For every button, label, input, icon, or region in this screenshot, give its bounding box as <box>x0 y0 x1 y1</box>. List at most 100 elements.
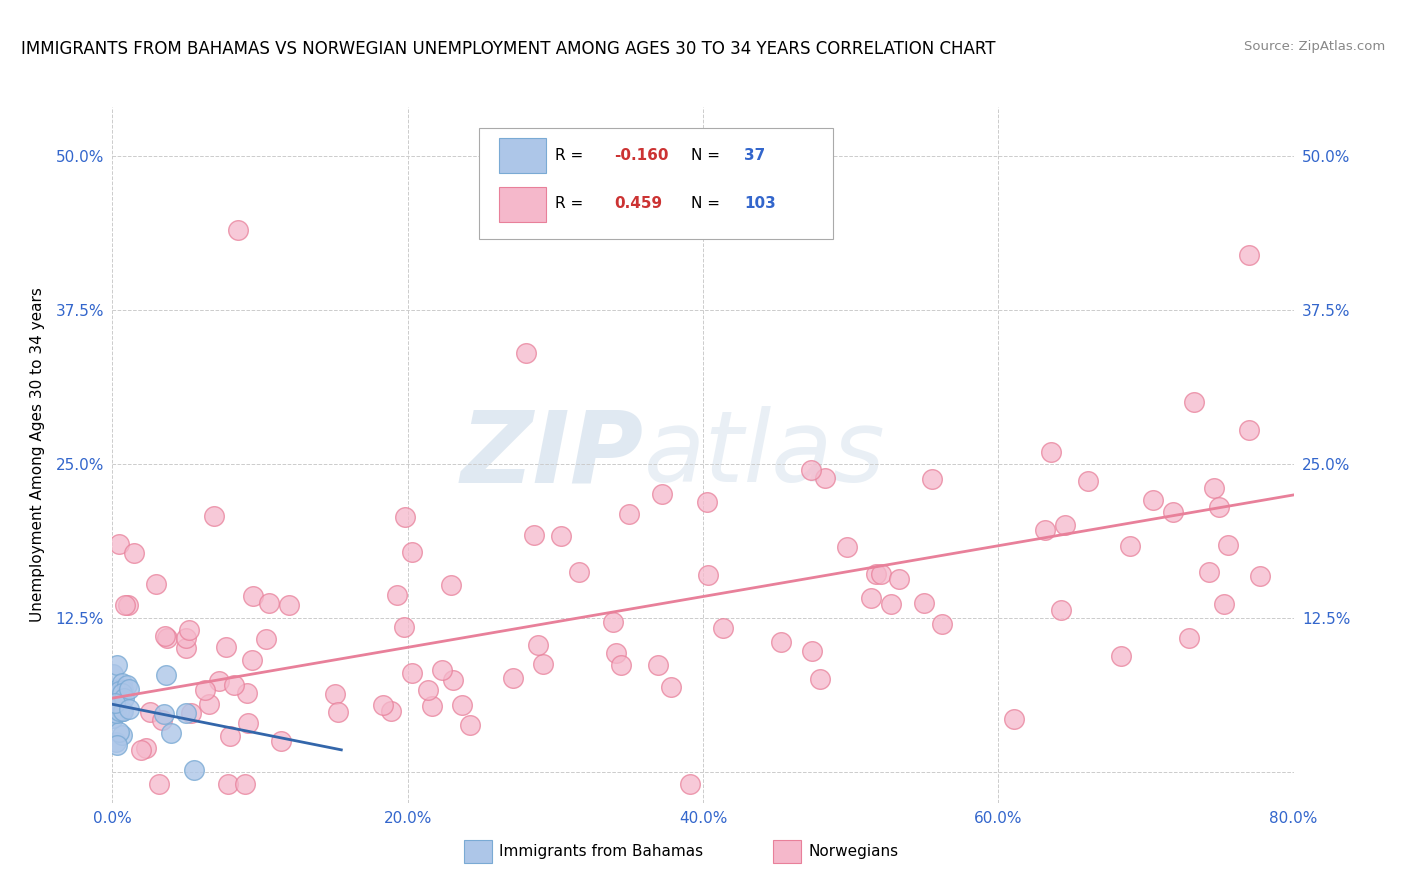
Point <box>104 702 127 716</box>
Point <box>859 591 882 606</box>
Point <box>174 640 197 655</box>
FancyBboxPatch shape <box>499 187 546 222</box>
Point <box>194 683 217 698</box>
Point <box>104 706 127 720</box>
Point <box>277 599 299 613</box>
Point <box>371 698 394 712</box>
Point <box>647 658 669 673</box>
Point <box>145 577 167 591</box>
Point <box>197 697 219 711</box>
Point <box>568 565 591 579</box>
Point <box>387 588 409 602</box>
Point <box>1213 598 1236 612</box>
Point <box>105 706 128 721</box>
Point <box>236 715 259 730</box>
Text: atlas: atlas <box>644 407 886 503</box>
Point <box>835 540 858 554</box>
Point <box>865 567 887 582</box>
Point <box>152 707 174 722</box>
Text: -0.160: -0.160 <box>614 147 669 162</box>
Point <box>679 777 702 791</box>
Point <box>118 702 141 716</box>
Point <box>1002 712 1025 726</box>
Point <box>1118 539 1140 553</box>
Point <box>177 623 200 637</box>
Point <box>1077 474 1099 488</box>
Point <box>101 686 124 700</box>
Point <box>112 690 135 705</box>
Point <box>523 528 546 542</box>
Point <box>761 198 783 212</box>
Point <box>800 644 823 658</box>
Point <box>1178 631 1201 645</box>
Text: Source: ZipAtlas.com: Source: ZipAtlas.com <box>1244 40 1385 54</box>
Point <box>112 704 135 718</box>
Point <box>533 657 555 671</box>
Point <box>111 676 134 690</box>
Point <box>270 733 292 747</box>
Point <box>112 682 135 697</box>
Point <box>394 510 416 524</box>
Point <box>101 666 124 681</box>
Point <box>914 596 936 610</box>
Point <box>217 777 239 791</box>
Point <box>440 578 463 592</box>
Point <box>105 657 128 672</box>
Point <box>105 699 128 714</box>
Point <box>401 545 423 559</box>
Point <box>889 572 911 586</box>
Text: 103: 103 <box>744 196 776 211</box>
Point <box>114 598 136 612</box>
Point <box>814 470 837 484</box>
Point <box>401 666 423 681</box>
Point <box>880 597 903 611</box>
Point <box>931 616 953 631</box>
Point <box>458 718 481 732</box>
Point <box>651 487 673 501</box>
Point <box>233 777 256 791</box>
Point <box>602 615 624 629</box>
Point <box>208 673 231 688</box>
Point <box>108 683 131 698</box>
Point <box>1237 248 1260 262</box>
Point <box>111 704 134 718</box>
Point <box>104 682 127 697</box>
Point <box>117 598 139 612</box>
Point <box>1054 517 1077 532</box>
Point <box>441 673 464 688</box>
Point <box>502 671 524 685</box>
Point <box>202 508 225 523</box>
Point <box>135 741 157 756</box>
Point <box>156 632 179 646</box>
Text: N =: N = <box>692 196 725 211</box>
Point <box>392 620 415 634</box>
Point <box>323 687 346 701</box>
Point <box>769 635 792 649</box>
Text: ZIP: ZIP <box>461 407 644 503</box>
Point <box>1237 423 1260 437</box>
Point <box>1216 538 1239 552</box>
Point <box>122 545 145 559</box>
Point <box>1040 445 1063 459</box>
Point <box>240 653 263 667</box>
Point <box>115 678 138 692</box>
Point <box>1198 565 1220 579</box>
Point <box>1161 505 1184 519</box>
Text: IMMIGRANTS FROM BAHAMAS VS NORWEGIAN UNEMPLOYMENT AMONG AGES 30 TO 34 YEARS CORR: IMMIGRANTS FROM BAHAMAS VS NORWEGIAN UNE… <box>21 40 995 58</box>
Point <box>101 698 124 712</box>
Point <box>697 568 720 582</box>
Point <box>1208 500 1230 514</box>
Text: Norwegians: Norwegians <box>808 845 898 859</box>
Point <box>105 739 128 753</box>
Point <box>870 566 893 581</box>
Point <box>450 698 472 713</box>
Point <box>111 728 134 742</box>
Point <box>711 621 734 635</box>
Point <box>148 777 170 791</box>
Point <box>104 735 127 749</box>
Point <box>176 706 198 721</box>
Point <box>1249 568 1271 582</box>
Point <box>328 706 350 720</box>
Point <box>254 632 277 646</box>
Point <box>696 495 718 509</box>
